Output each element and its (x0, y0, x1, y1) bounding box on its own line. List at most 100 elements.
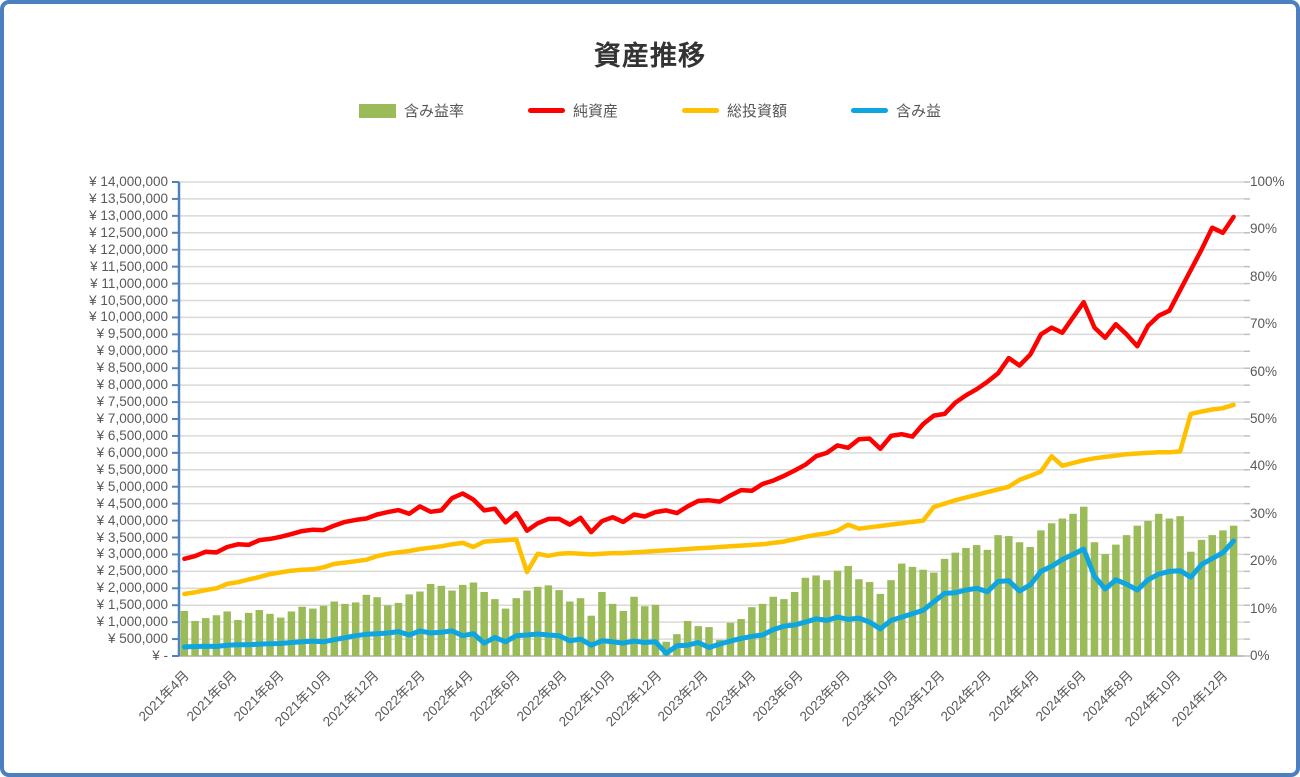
x-axis-tick-label: 2024年4月 (985, 667, 1042, 725)
x-axis-tick-label: 2022年6月 (466, 667, 523, 725)
bar (223, 611, 231, 656)
bar (930, 572, 938, 656)
y-left-tick-label: ¥ 6,000,000 (96, 444, 168, 460)
bar (1154, 513, 1163, 656)
bar (523, 590, 531, 656)
y-left-tick-label: ¥ 4,500,000 (96, 495, 168, 511)
y-right-tick-label: 50% (1250, 411, 1278, 426)
bar (1015, 542, 1024, 656)
y-right-tick-label: 60% (1250, 363, 1278, 379)
x-axis-tick-label: 2024年6月 (1032, 667, 1089, 725)
bar (1069, 513, 1077, 656)
bar (319, 605, 328, 656)
bar (758, 603, 767, 656)
line-swatch-icon (527, 108, 565, 113)
bar (715, 639, 724, 656)
bar (705, 627, 713, 656)
y-left-tick-label: ¥ 8,000,000 (96, 377, 168, 393)
y-right-tick-label: 30% (1250, 505, 1278, 521)
bar (844, 565, 852, 656)
y-right-tick-label: 80% (1250, 268, 1278, 284)
bar (951, 552, 960, 656)
bar (1090, 542, 1099, 656)
bar (544, 585, 553, 656)
bar (587, 615, 595, 656)
series-line (182, 402, 1236, 597)
x-axis-tick-label: 2023年6月 (749, 667, 806, 725)
bar (448, 590, 456, 656)
bar (555, 590, 563, 656)
bar (287, 611, 296, 656)
bar (865, 582, 874, 656)
chart-title: 資産推移 (594, 41, 706, 71)
bar (501, 608, 510, 656)
legend-label: 含み益 (896, 103, 942, 120)
bar (972, 545, 981, 656)
bar (255, 610, 264, 656)
bar (191, 620, 199, 656)
bar (1187, 551, 1195, 656)
legend-item-net-assets: 純資産 (527, 100, 618, 121)
legend: 含み益率 純資産 総投資額 含み益 (4, 100, 1296, 121)
series-line (181, 538, 1237, 656)
y-left-tick-label: ¥ 3,000,000 (96, 546, 168, 562)
y-left-tick-label: ¥ - (152, 648, 168, 663)
bar (362, 594, 371, 656)
bar (373, 597, 381, 656)
x-axis-tick-label: 2024年2月 (938, 667, 995, 725)
bar (651, 604, 660, 656)
bar (266, 613, 274, 656)
bar (416, 591, 424, 656)
bar (608, 603, 617, 656)
bar (962, 547, 970, 656)
y-left-tick-label: ¥ 7,500,000 (96, 394, 168, 410)
bar (1005, 536, 1013, 656)
bar (1047, 523, 1056, 656)
y-right-tick-label: 90% (1250, 221, 1278, 237)
bar (1058, 518, 1067, 656)
bar (576, 598, 585, 656)
legend-item-total-invested: 総投資額 (682, 100, 787, 121)
x-axis-tick-label: 2023年4月 (702, 667, 759, 725)
chart-plot-area (172, 181, 1250, 657)
x-axis-tick-label: 2021年4月 (136, 667, 193, 725)
y-left-tick-label: ¥ 11,500,000 (90, 258, 168, 274)
bar (1208, 535, 1216, 656)
bar (1101, 554, 1109, 656)
x-axis-tick-label: 2022年2月 (372, 667, 429, 725)
y-left-tick-label: ¥ 12,500,000 (89, 224, 168, 240)
y-left-tick-label: ¥ 1,500,000 (96, 597, 168, 613)
y-left-tick-label: ¥ 8,500,000 (96, 360, 168, 376)
y-left-tick-label: ¥ 7,000,000 (96, 411, 168, 426)
bar (1229, 525, 1238, 656)
bar (1026, 546, 1034, 656)
y-right-tick-label: 20% (1250, 553, 1278, 569)
bar (458, 584, 467, 656)
bar (180, 610, 189, 656)
bar (630, 596, 638, 656)
bar (1197, 539, 1206, 656)
bar (234, 619, 242, 656)
series-line (182, 214, 1236, 562)
y-left-tick-label: ¥ 4,000,000 (96, 512, 168, 528)
bar-swatch-icon (358, 103, 396, 118)
bar (897, 563, 906, 656)
y-left-tick-label: ¥ 13,500,000 (89, 190, 168, 206)
y-right-tick-label: 70% (1250, 316, 1278, 332)
y-right-tick-label: 10% (1250, 600, 1278, 616)
line-swatch-icon (682, 108, 719, 113)
y-left-tick-label: ¥ 500,000 (107, 631, 168, 647)
y-left-tick-label: ¥ 13,000,000 (89, 207, 168, 223)
bar (341, 603, 349, 656)
bar (512, 598, 521, 656)
bar (202, 618, 210, 656)
bar (212, 615, 221, 656)
bar (566, 601, 574, 656)
bar (812, 575, 820, 656)
bar (480, 592, 488, 656)
bar (351, 602, 360, 656)
bar (276, 617, 285, 656)
bar (1219, 530, 1227, 656)
y-left-tick-label: ¥ 2,000,000 (96, 580, 168, 596)
y-left-tick-label: ¥ 5,500,000 (96, 461, 168, 477)
